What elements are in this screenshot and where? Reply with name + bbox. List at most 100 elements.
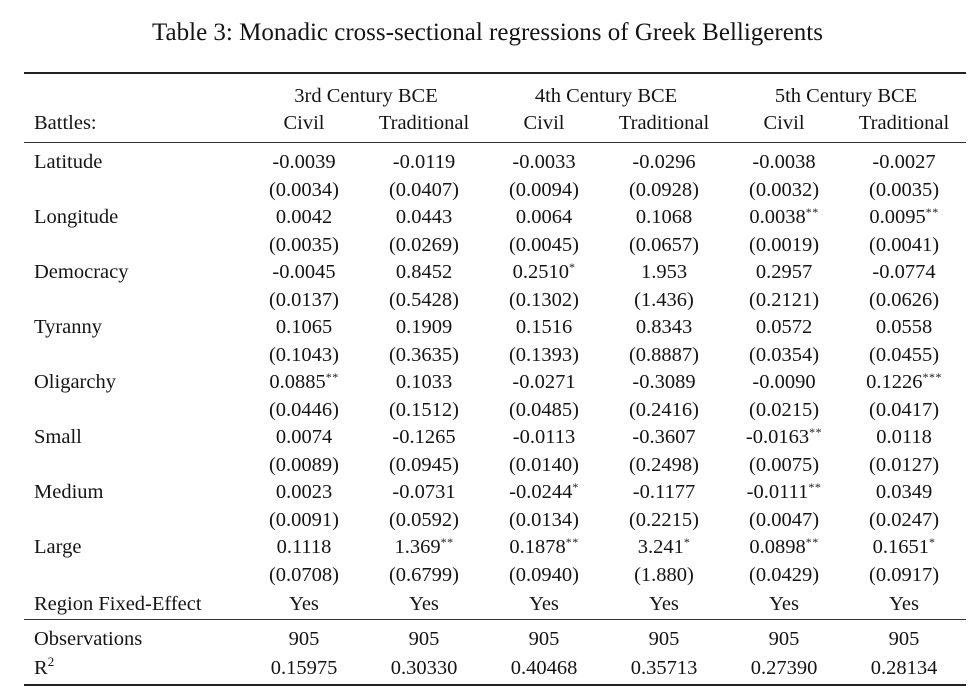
standard-error-cell: (0.0134) [508,508,580,531]
coefficient-value: 0.1033 [395,371,453,393]
coefficient-cell: 0.0023 [246,479,362,507]
significance-stars: ** [565,535,579,549]
coefficient-value: -0.3089 [632,371,696,393]
blank-cell [24,397,246,425]
coefficient-row: Democracy -0.0045 0.8452 0.2510* 1.953 0.2957… [24,259,966,287]
standard-error-cell: (0.0045) [508,233,580,256]
coefficient-value: -0.1177 [632,481,696,503]
coefficient-value: 0.0443 [395,206,453,228]
coefficient-value: 0.0118 [876,426,932,448]
coefficient-value: 0.0042 [275,206,333,228]
coefficient-row: Latitude -0.0039 -0.0119 -0.0033 -0.0296 -0.0… [24,143,966,177]
standard-error-cell: (0.0041) [869,233,940,256]
coefficient-value: -0.0039 [272,151,336,173]
coefficient-row: Tyranny 0.1065 0.1909 0.1516 0.8343 0.0572 0.0… [24,314,966,342]
standard-error-cell: (0.0417) [869,398,940,421]
observations-cell: 905 [362,619,486,652]
coefficient-cell: 1.953 [602,259,726,287]
coefficient-cell: 0.1878** [486,534,602,562]
coefficient-cell: -0.0045 [246,259,362,287]
row-label: Medium [34,481,104,503]
coefficient-cell: -0.3089 [602,369,726,397]
coefficient-cell: 0.1651* [842,534,966,562]
coefficient-value: 0.1516 [515,316,573,338]
coefficient-cell: 0.1909 [362,314,486,342]
standard-error-row: (0.0446) (0.1512) (0.0485) (0.2416) (0.0215)… [24,397,966,425]
coefficient-cell: 0.2510* [486,259,602,287]
coefficient-cell: -0.0033 [486,143,602,177]
coefficient-cell: -0.0774 [842,259,966,287]
row-label: Longitude [34,206,119,228]
coefficient-value: 0.2510 [512,261,569,283]
coefficient-row: Oligarchy 0.0885** 0.1033 -0.0271 -0.3089 -0.… [24,369,966,397]
standard-error-cell: (0.2215) [628,508,700,531]
coefficient-value: -0.0027 [872,151,936,173]
coefficient-value: 1.953 [640,261,688,283]
significance-stars: ** [925,205,939,219]
significance-stars: ** [440,535,454,549]
column-header: Civil [486,108,602,143]
table-caption: Table 3: Monadic cross-sectional regress… [152,19,823,46]
standard-error-cell: (0.0075) [749,453,820,476]
fixed-effect-row: Region Fixed-Effect Yes Yes Yes Yes Yes … [24,589,966,620]
standard-error-row: (0.1043) (0.3635) (0.1393) (0.8887) (0.0354)… [24,342,966,370]
standard-error-cell: (0.0708) [268,563,340,586]
standard-error-cell: (0.8887) [628,343,700,366]
coefficient-cell: -0.0271 [486,369,602,397]
standard-error-cell: (0.0407) [388,178,460,201]
fixed-effect-cell: Yes [289,593,319,615]
coefficient-cell: 0.1516 [486,314,602,342]
standard-error-cell: (1.436) [634,288,694,311]
coefficient-value: -0.0119 [392,151,456,173]
standard-error-cell: (0.0429) [749,563,820,586]
coefficient-cell: -0.0244* [486,479,602,507]
coefficient-cell: 0.0064 [486,204,602,232]
coefficient-cell: 0.0898** [726,534,842,562]
coefficient-cell: -0.1177 [602,479,726,507]
coefficient-cell: 0.1065 [246,314,362,342]
coefficient-value: 0.0349 [875,481,933,503]
coefficient-cell: -0.0027 [842,143,966,177]
column-header: Civil [726,108,843,143]
standard-error-cell: (0.0127) [869,453,940,476]
coefficient-value: 0.1909 [395,316,453,338]
coefficient-cell: 1.369** [362,534,486,562]
standard-error-cell: (0.0094) [508,178,580,201]
coefficient-value: 0.0885 [269,371,326,393]
coefficient-cell: 0.0042 [246,204,362,232]
coefficient-cell: 0.0349 [842,479,966,507]
coefficient-cell: 0.0572 [726,314,842,342]
standard-error-cell: (0.0019) [749,233,820,256]
coefficient-value: 0.0572 [755,316,813,338]
fixed-effect-cell: Yes [649,593,679,615]
observations-row: Observations 905 905 905 905 905 905 [24,619,967,652]
blank-cell [24,507,246,535]
regression-table: 3rd Century BCE 4th Century BCE 5th Cent… [24,72,967,686]
significance-stars: * [928,535,936,549]
r-squared-cell: 0.35713 [602,652,727,686]
observations-cell: 905 [842,619,967,652]
standard-error-cell: (0.0928) [628,178,700,201]
standard-error-cell: (0.0455) [869,343,940,366]
standard-error-cell: (0.0034) [268,178,340,201]
row-label-header: Battles: [24,108,246,143]
blank-cell [24,452,246,480]
coefficient-cell: 0.1033 [362,369,486,397]
coefficient-cell: -0.0038 [726,143,842,177]
column-header: Traditional [842,108,967,143]
coefficient-cell: -0.3607 [602,424,726,452]
significance-stars: * [572,480,579,494]
standard-error-cell: (0.0089) [268,453,340,476]
observations-cell: 905 [486,619,602,652]
standard-error-cell: (0.1393) [508,343,580,366]
blank-cell [24,342,246,370]
coefficient-value: 3.241 [637,536,684,558]
header-blank-cell [24,72,246,108]
standard-error-cell: (0.0047) [749,508,820,531]
coefficient-value: -0.0090 [752,371,816,393]
century-header: 3rd Century BCE [246,72,486,108]
coefficient-cell: 0.1068 [602,204,726,232]
standard-error-cell: (0.0247) [869,508,940,531]
coefficient-value: 1.369 [394,536,441,558]
row-label: Oligarchy [34,371,116,393]
